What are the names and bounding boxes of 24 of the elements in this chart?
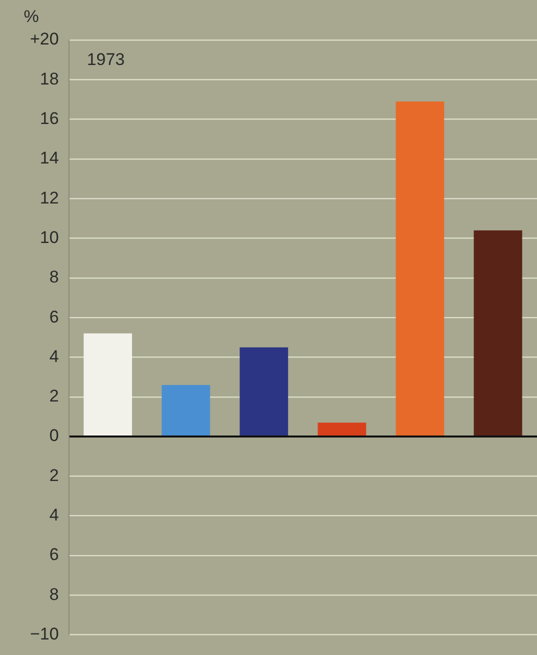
y-tick-label: 8 bbox=[49, 268, 59, 287]
y-tick-label: +20 bbox=[30, 30, 59, 49]
bar bbox=[240, 347, 288, 436]
y-axis-title: % bbox=[24, 7, 39, 26]
y-tick-label: 4 bbox=[49, 506, 59, 525]
y-tick-label: 2 bbox=[49, 386, 59, 406]
y-tick-label: 2 bbox=[49, 466, 59, 485]
y-tick-label: 16 bbox=[40, 108, 59, 128]
y-tick-label: 14 bbox=[40, 148, 59, 168]
y-tick-label: 6 bbox=[49, 545, 59, 564]
y-tick-label: 18 bbox=[40, 69, 59, 88]
y-tick-label: 6 bbox=[49, 307, 59, 326]
y-tick-label: 10 bbox=[40, 228, 59, 247]
y-tick-label: −10 bbox=[30, 624, 59, 644]
bar bbox=[474, 230, 522, 436]
annotation: 1973 bbox=[86, 50, 125, 70]
bar bbox=[84, 333, 132, 436]
y-tick-label: 8 bbox=[49, 584, 59, 604]
bar bbox=[162, 384, 210, 436]
y-tick-label: 12 bbox=[40, 188, 59, 208]
bar bbox=[396, 101, 444, 436]
y-tick-label: 4 bbox=[49, 346, 59, 366]
bar bbox=[318, 422, 366, 436]
y-tick-label: 0 bbox=[49, 426, 59, 446]
